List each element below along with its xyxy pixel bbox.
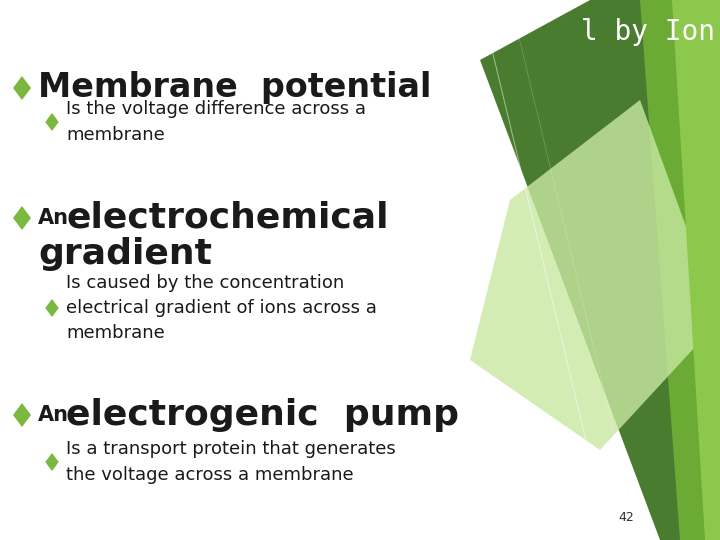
- Text: An: An: [38, 208, 69, 228]
- Text: Membrane  potential: Membrane potential: [38, 71, 431, 105]
- Text: electrogenic  pump: electrogenic pump: [66, 398, 459, 432]
- Polygon shape: [640, 0, 720, 540]
- Text: Is the voltage difference across a
membrane: Is the voltage difference across a membr…: [66, 100, 366, 144]
- Text: gradient: gradient: [38, 237, 212, 271]
- Polygon shape: [45, 299, 59, 317]
- Polygon shape: [45, 453, 59, 471]
- Text: l by Ion: l by Ion: [581, 18, 715, 46]
- Text: Is caused by the concentration
electrical gradient of ions across a
membrane: Is caused by the concentration electrica…: [66, 274, 377, 342]
- Polygon shape: [13, 403, 31, 427]
- Polygon shape: [480, 0, 720, 540]
- Polygon shape: [45, 113, 59, 131]
- Text: 42: 42: [618, 511, 634, 524]
- Text: An: An: [38, 405, 69, 425]
- Polygon shape: [13, 76, 31, 100]
- Polygon shape: [672, 0, 720, 540]
- Polygon shape: [13, 206, 31, 230]
- Text: electrochemical: electrochemical: [66, 201, 389, 235]
- Text: Is a transport protein that generates
the voltage across a membrane: Is a transport protein that generates th…: [66, 441, 396, 483]
- Polygon shape: [470, 100, 720, 450]
